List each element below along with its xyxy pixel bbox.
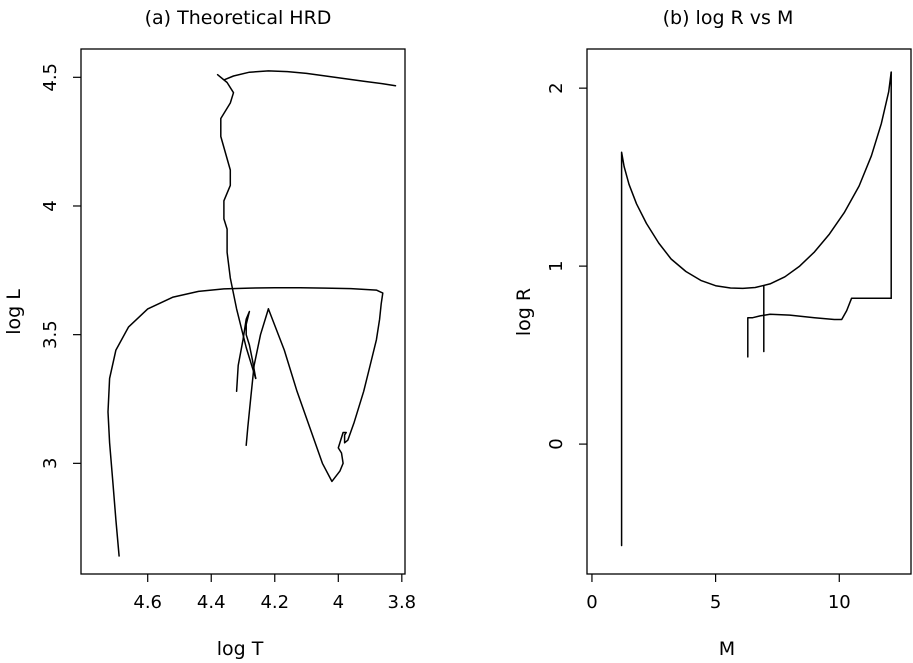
hrd-track-segment — [107, 287, 384, 557]
hrd-xtick-label: 4.2 — [260, 592, 289, 613]
hrd-title: (a) Theoretical HRD — [145, 7, 332, 29]
hrd-xtick-label: 4 — [333, 592, 344, 613]
rm-x-axis-label: M — [719, 638, 735, 660]
rm-plot-frame — [586, 48, 912, 575]
hrd-xtick-label: 3.8 — [388, 592, 417, 613]
rm-xtick-label: 0 — [586, 592, 597, 613]
hrd-track-segment — [245, 308, 270, 447]
rm-xtick-label: 10 — [828, 592, 851, 613]
hrd-xtick-label: 4.4 — [197, 592, 226, 613]
rm-yticks: 0 1 2 — [546, 82, 587, 450]
rm-curves — [620, 71, 892, 547]
hrd-ytick-label: 3 — [40, 458, 61, 469]
hrd-yticks: 3 3.5 4 4.5 — [40, 63, 81, 469]
hrd-ytick-label: 4.5 — [40, 63, 61, 92]
hrd-curves — [107, 70, 397, 557]
hrd-xtick-label: 4.6 — [133, 592, 162, 613]
rm-title: (b) log R vs M — [663, 7, 794, 29]
rm-xtick-label: 5 — [710, 592, 721, 613]
hrd-ytick-label: 4 — [40, 200, 61, 211]
rm-track-segment — [620, 71, 892, 547]
hrd-ytick-label: 3.5 — [40, 320, 61, 349]
hrd-y-axis-label: log L — [3, 289, 25, 335]
rm-track-segment — [747, 297, 892, 358]
rm-ytick-label: 0 — [546, 438, 567, 449]
hrd-plot-frame — [80, 48, 406, 575]
panel-hrd: (a) Theoretical HRD 4.6 4.4 4.2 4 3.8 3 … — [3, 7, 416, 660]
rm-ytick-label: 1 — [546, 260, 567, 271]
rm-xticks: 0 5 10 — [586, 574, 851, 613]
rm-ytick-label: 2 — [546, 82, 567, 93]
hrd-xticks: 4.6 4.4 4.2 4 3.8 — [133, 574, 416, 613]
rm-y-axis-label: log R — [513, 288, 535, 336]
hrd-x-axis-label: log T — [217, 638, 264, 660]
hrd-track-segment — [216, 70, 397, 380]
hrd-track-segment — [235, 310, 257, 393]
panel-radius-mass: (b) log R vs M 0 5 10 0 1 2 M log R — [513, 7, 912, 660]
